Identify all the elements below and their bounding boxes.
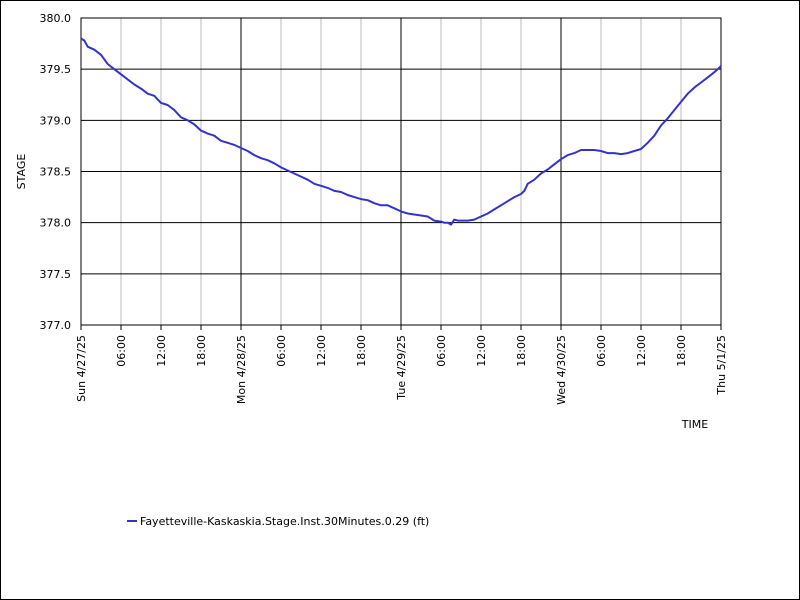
- y-tick-label: 379.0: [40, 114, 72, 127]
- y-tick-label: 378.0: [40, 217, 72, 230]
- x-tick-label: Thu 5/1/25: [715, 335, 728, 396]
- x-tick-label: 06:00: [435, 335, 448, 367]
- y-tick-label: 380.0: [40, 12, 72, 25]
- x-axis-ticks: Sun 4/27/25 06:00 12:00 18:00 Mon 4/28/25 06:…: [75, 325, 728, 405]
- series-layer: [80, 37, 722, 226]
- legend: Fayetteville-Kaskaskia.Stage.Inst.30Minu…: [127, 515, 429, 528]
- x-tick-label: 12:00: [635, 335, 648, 367]
- y-axis-ticks: 377.0 377.5 378.0 378.5 379.0 379.5 380.0: [40, 12, 72, 332]
- y-tick-label: 379.5: [40, 63, 72, 76]
- x-tick-label: Mon 4/28/25: [235, 335, 248, 404]
- y-tick-label: 377.5: [40, 268, 72, 281]
- x-tick-label: 12:00: [155, 335, 168, 367]
- x-tick-label: 12:00: [315, 335, 328, 367]
- legend-entry-label: Fayetteville-Kaskaskia.Stage.Inst.30Minu…: [140, 515, 429, 528]
- series-line: [80, 37, 722, 226]
- x-tick-label: 06:00: [115, 335, 128, 367]
- y-tick-label: 378.5: [40, 166, 72, 179]
- y-axis-label: STAGE: [15, 154, 28, 190]
- x-tick-label: Sun 4/27/25: [75, 335, 88, 402]
- x-tick-label: 06:00: [275, 335, 288, 367]
- x-tick-label: 18:00: [355, 335, 368, 367]
- x-tick-label: 18:00: [195, 335, 208, 367]
- x-tick-label: 12:00: [475, 335, 488, 367]
- y-tick-label: 377.0: [40, 319, 72, 332]
- major-gridlines: [80, 17, 722, 326]
- x-axis-label: TIME: [681, 418, 708, 431]
- x-tick-label: Tue 4/29/25: [395, 335, 408, 401]
- x-tick-label: 18:00: [675, 335, 688, 367]
- x-tick-label: 18:00: [515, 335, 528, 367]
- x-tick-label: 06:00: [595, 335, 608, 367]
- plot-area-border: [80, 17, 722, 326]
- x-tick-label: Wed 4/30/25: [555, 335, 568, 405]
